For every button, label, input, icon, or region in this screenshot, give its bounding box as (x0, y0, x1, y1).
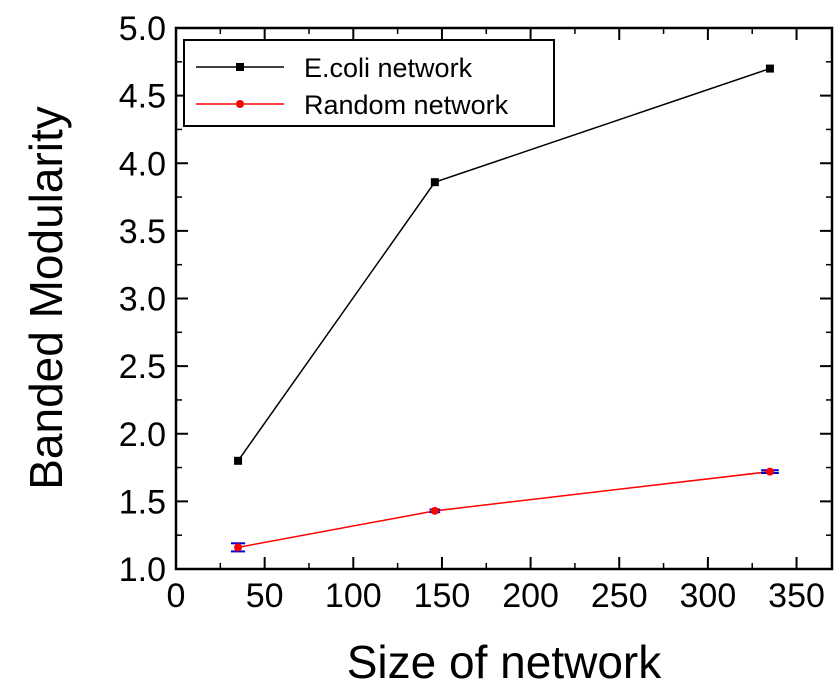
x-axis-title: Size of network (347, 636, 662, 684)
legend-marker-ecoli (236, 63, 244, 71)
data-point (430, 506, 439, 515)
y-tick-label: 5.0 (119, 10, 166, 48)
x-tick-label: 250 (591, 577, 648, 615)
series-line-0 (237, 67, 771, 462)
legend-label-ecoli: E.coli network (304, 53, 473, 83)
legend-box (183, 39, 555, 127)
y-tick-label: 1.5 (119, 483, 166, 521)
y-tick-label: 1.0 (119, 551, 166, 589)
y-tick-label: 3.0 (119, 281, 166, 319)
y-axis-title: Banded Modularity (20, 106, 72, 490)
x-tick-label: 200 (502, 577, 559, 615)
legend: E.coli network Random network (183, 39, 555, 127)
legend-label-random: Random network (304, 90, 509, 120)
legend-marker-random (236, 100, 244, 108)
x-tick-label: 50 (246, 577, 284, 615)
series-layer (230, 64, 779, 553)
data-point (234, 543, 243, 552)
data-point (234, 456, 243, 465)
data-point (430, 178, 439, 187)
data-point (765, 467, 774, 476)
y-tick-label: 4.5 (119, 78, 166, 116)
x-tick-label: 150 (414, 577, 471, 615)
x-axis-ticks: 0 50 100 150 200 250 300 350 (167, 28, 825, 615)
data-point (765, 64, 774, 73)
y-tick-label: 2.5 (119, 348, 166, 386)
x-tick-label: 350 (768, 577, 825, 615)
x-tick-label: 100 (325, 577, 382, 615)
y-tick-label: 3.5 (119, 213, 166, 251)
series-line-1 (237, 470, 771, 549)
y-tick-label: 2.0 (119, 416, 166, 454)
y-axis-ticks: 1.0 1.5 2.0 2.5 3.0 3.5 4.0 4.5 5.0 (119, 10, 832, 589)
y-tick-label: 4.0 (119, 145, 166, 183)
x-tick-label: 300 (680, 577, 737, 615)
x-tick-label: 0 (167, 577, 186, 615)
